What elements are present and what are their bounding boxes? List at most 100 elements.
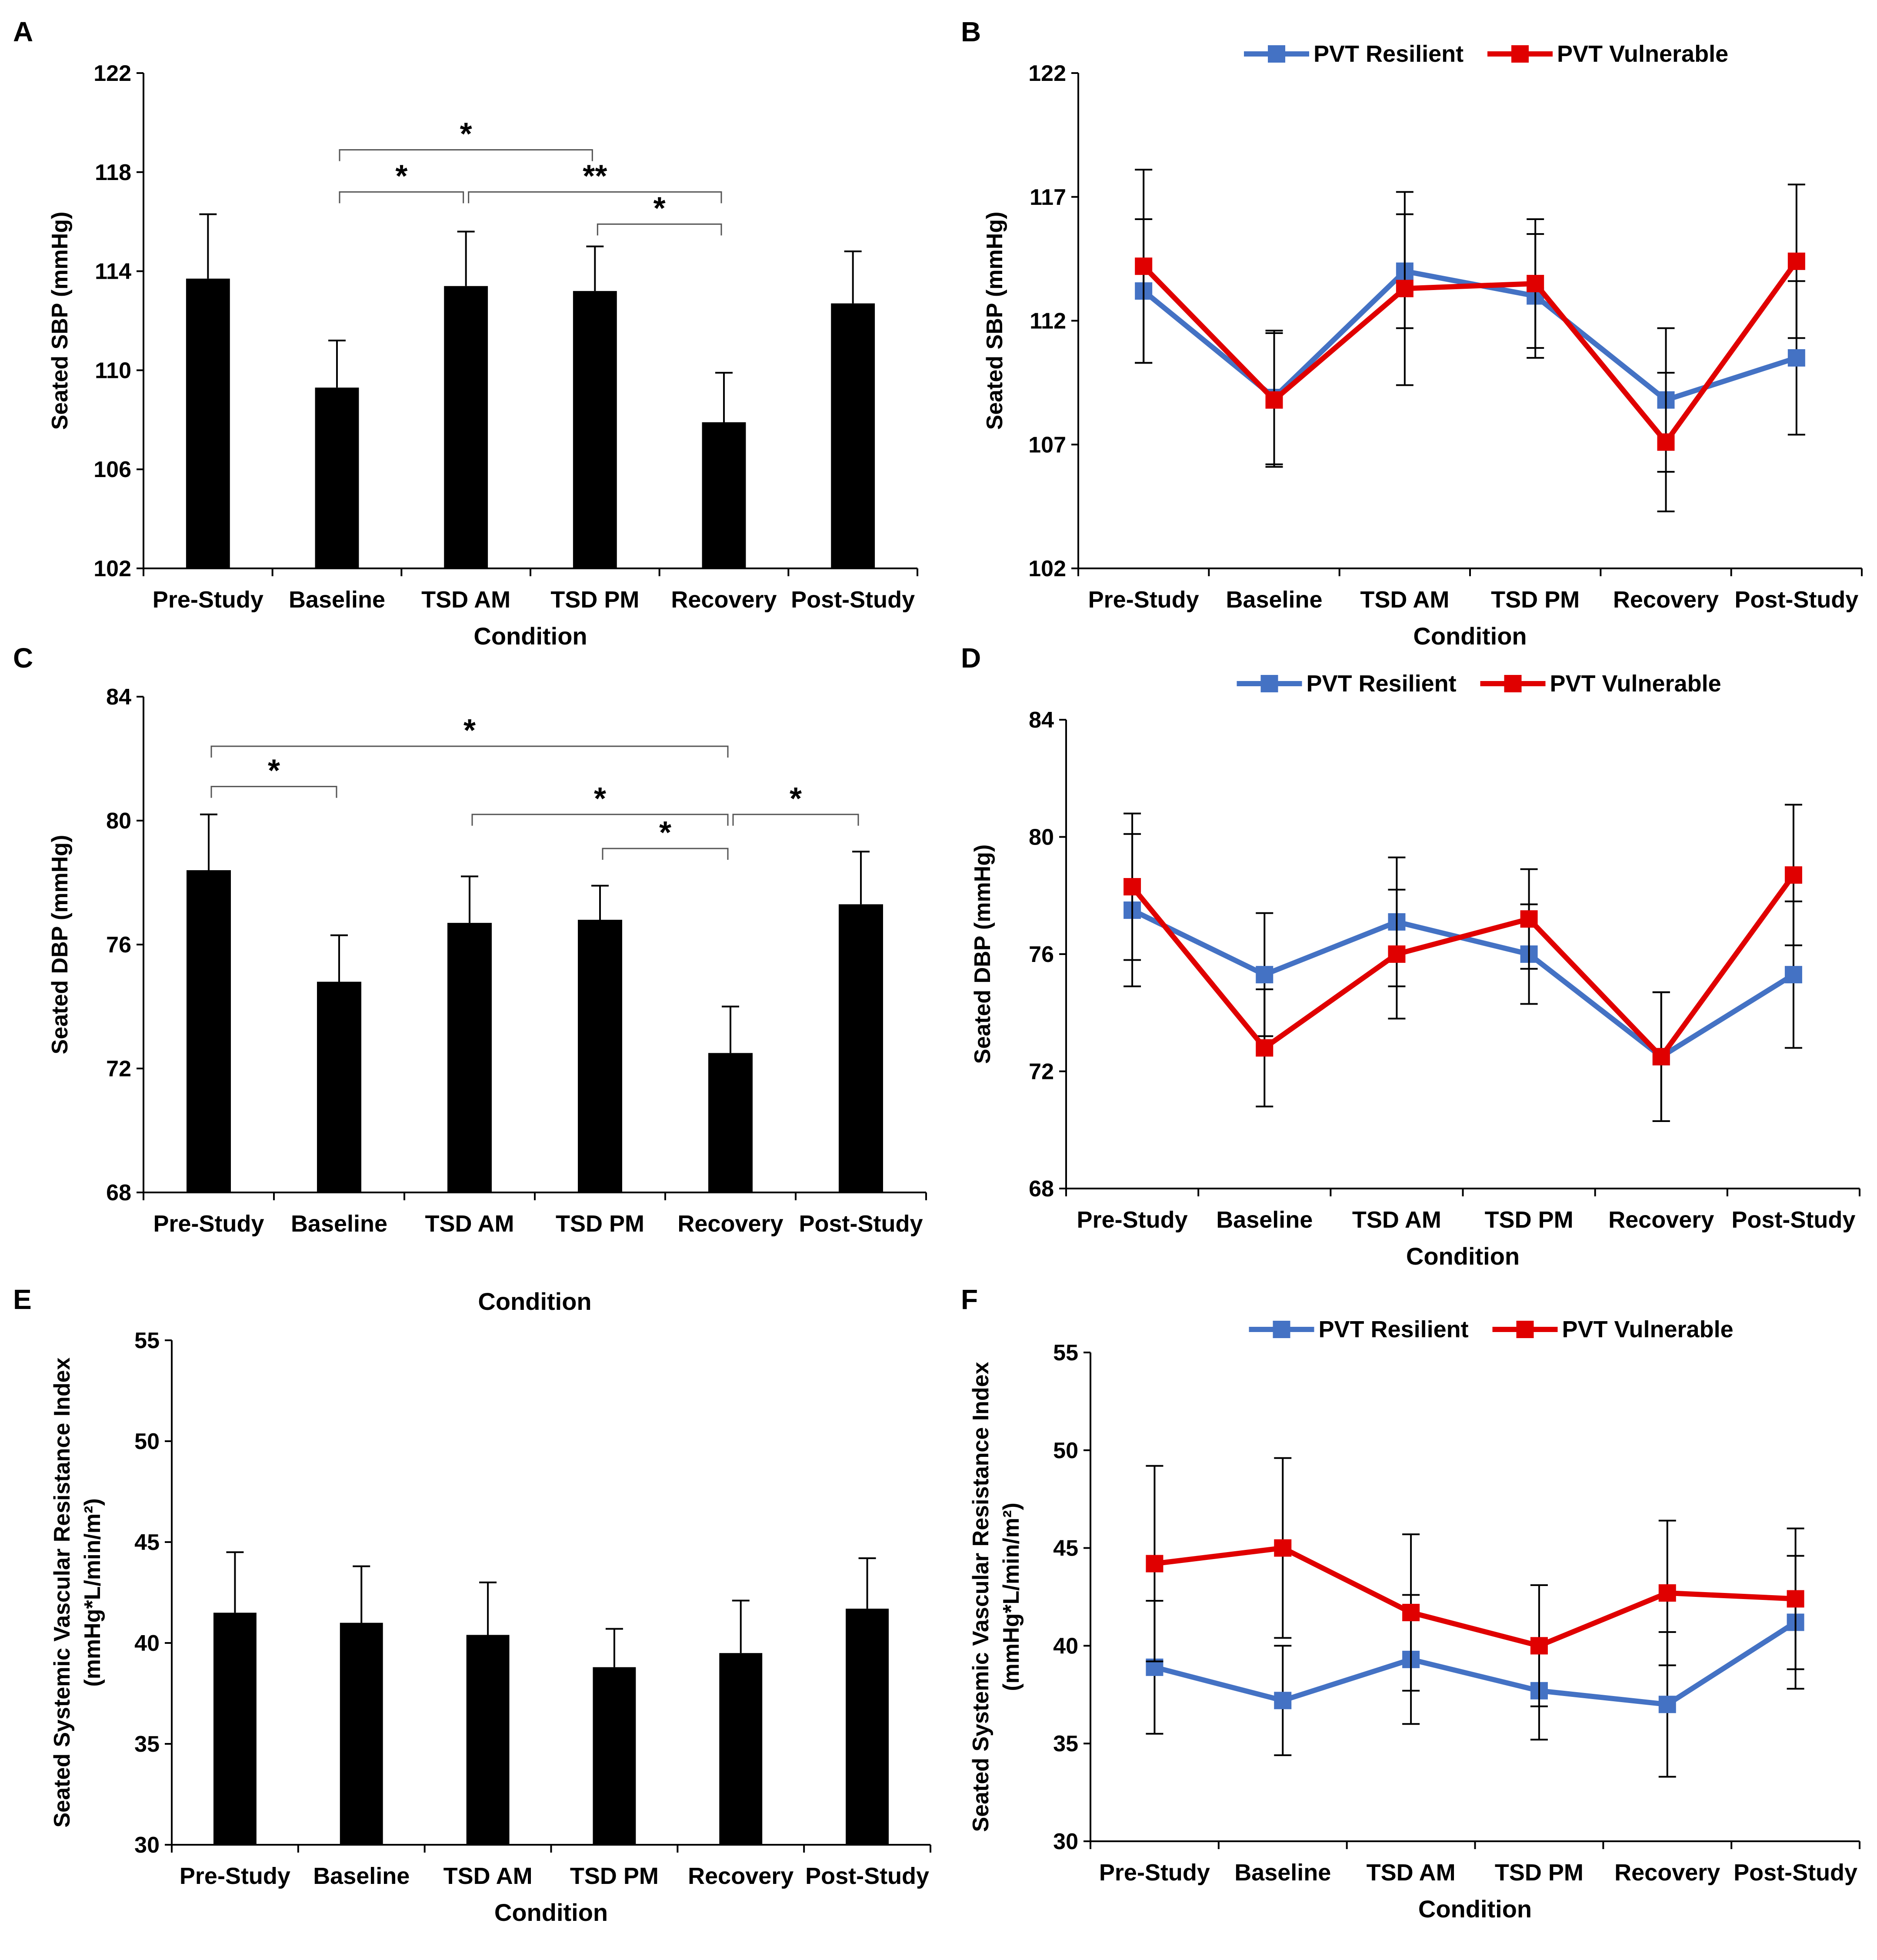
panel-label: C	[13, 642, 33, 674]
x-tick-label: TSD PM	[1495, 1860, 1584, 1886]
significance-marker: *	[268, 754, 280, 788]
legend-label: PVT Vulnerable	[1550, 671, 1721, 697]
legend-marker	[1273, 1321, 1290, 1338]
significance-bracket	[471, 814, 729, 826]
y-tick-label: 80	[106, 808, 131, 834]
x-tick-label: Baseline	[1216, 1207, 1313, 1233]
data-point	[1135, 257, 1153, 275]
legend-label: PVT Vulnerable	[1557, 41, 1728, 67]
y-tick-label: 76	[1029, 942, 1054, 967]
legend-label: PVT Resilient	[1314, 41, 1464, 67]
y-tick-label: 35	[1053, 1731, 1078, 1756]
significance-bracket	[339, 191, 464, 204]
data-point	[1402, 1603, 1420, 1621]
data-point	[1520, 910, 1538, 928]
x-axis-title: Condition	[473, 622, 587, 650]
data-point	[1124, 878, 1141, 896]
significance-marker: **	[583, 159, 607, 194]
x-tick-label: TSD AM	[421, 587, 510, 613]
series-line	[1142, 268, 1797, 403]
x-tick-label: Baseline	[1226, 587, 1322, 613]
x-tick-label: Post-Study	[1734, 1860, 1857, 1886]
x-tick-label: Recovery	[1608, 1207, 1714, 1233]
y-tick-label: 72	[106, 1056, 131, 1082]
data-point	[1388, 945, 1406, 963]
x-tick-label: Recovery	[1613, 587, 1719, 613]
data-point	[1396, 280, 1414, 297]
x-tick-label: Pre-Study	[153, 1211, 264, 1237]
significance-marker: *	[460, 117, 472, 152]
y-tick-label: 50	[1053, 1438, 1078, 1463]
x-tick-label: Post-Study	[799, 1211, 923, 1237]
data-point	[1784, 866, 1802, 884]
x-tick-label: Baseline	[313, 1863, 410, 1889]
significance-marker: *	[659, 815, 671, 850]
y-tick-label: 110	[95, 358, 131, 383]
data-point	[1530, 1637, 1548, 1655]
x-tick-label: Recovery	[671, 587, 777, 613]
y-tick-label: 68	[1029, 1176, 1054, 1202]
x-tick-label: Baseline	[291, 1211, 387, 1237]
y-tick-label: 40	[134, 1631, 160, 1656]
series-line	[1141, 260, 1799, 445]
y-tick-label: 106	[93, 457, 131, 482]
x-tick-label: TSD PM	[1491, 587, 1580, 613]
panel-label: B	[961, 16, 981, 47]
panel-label: F	[961, 1284, 978, 1315]
y-tick-label: 84	[1029, 708, 1054, 733]
bar	[340, 1623, 383, 1845]
x-tick-label: TSD PM	[556, 1211, 644, 1237]
panel-e: E 30 35 40 45 50 55 Pre-Study Baseline TSD AM TSD …	[13, 1284, 931, 1926]
significance-bracket	[597, 223, 722, 236]
significance-marker: *	[463, 713, 476, 748]
significance-bracket	[210, 786, 337, 798]
x-tick-label: Pre-Study	[1099, 1860, 1210, 1886]
panel-b: B 102 107 112 117 122 Pre-Study Baseline TSD AM T…	[961, 16, 1863, 650]
y-axis-title: Seated Systemic Vascular Resistance Inde…	[968, 1362, 994, 1832]
y-tick-label: 55	[134, 1328, 160, 1353]
x-axis-title: Condition	[1406, 1242, 1520, 1270]
series-line	[1131, 908, 1795, 1059]
panel-label: D	[961, 642, 981, 674]
y-tick-label: 45	[1053, 1536, 1078, 1561]
y-axis-title-units: (mmHg*L/min/m²)	[80, 1498, 105, 1686]
x-tick-label: Post-Study	[805, 1863, 929, 1889]
bar	[444, 286, 488, 568]
y-tick-label: 107	[1028, 432, 1066, 457]
x-axis-title: Condition	[1418, 1895, 1532, 1923]
x-tick-label: Recovery	[1614, 1860, 1720, 1886]
y-tick-label: 68	[106, 1180, 131, 1205]
y-tick-label: 102	[1028, 556, 1066, 581]
y-axis-title: Seated SBP (mmHg)	[47, 212, 73, 430]
y-tick-label: 30	[134, 1833, 160, 1858]
data-point	[1787, 252, 1805, 270]
x-tick-label: TSD AM	[1352, 1207, 1441, 1233]
significance-bracket	[339, 149, 593, 161]
panel-label: A	[13, 16, 33, 47]
x-tick-label: Recovery	[688, 1863, 793, 1889]
series-line	[1154, 1545, 1796, 1649]
y-tick-label: 30	[1053, 1829, 1078, 1854]
panel-label: E	[13, 1284, 32, 1315]
bar	[186, 278, 230, 568]
data-point	[1787, 1590, 1804, 1608]
y-tick-label: 114	[95, 259, 131, 284]
bar	[447, 923, 492, 1192]
data-point	[1652, 1048, 1670, 1065]
panel-f: F 30 35 40 45 50 55 Pre-Study Baseline TSD AM TSD …	[961, 1284, 1860, 1923]
significance-marker: *	[594, 781, 606, 816]
x-tick-label: TSD PM	[550, 587, 639, 613]
x-tick-label: TSD AM	[443, 1863, 533, 1889]
x-tick-label: Post-Study	[1734, 587, 1858, 613]
y-axis-title-units: (mmHg*L/min/m²)	[999, 1503, 1024, 1691]
y-tick-label: 72	[1029, 1059, 1054, 1085]
significance-bracket	[732, 814, 859, 826]
legend-label: PVT Resilient	[1307, 671, 1457, 697]
legend-marker	[1504, 675, 1522, 692]
data-point	[1658, 1696, 1676, 1713]
y-tick-label: 102	[93, 556, 131, 581]
y-tick-label: 45	[134, 1530, 160, 1555]
legend-label: PVT Vulnerable	[1562, 1316, 1734, 1342]
bar	[593, 1667, 636, 1845]
